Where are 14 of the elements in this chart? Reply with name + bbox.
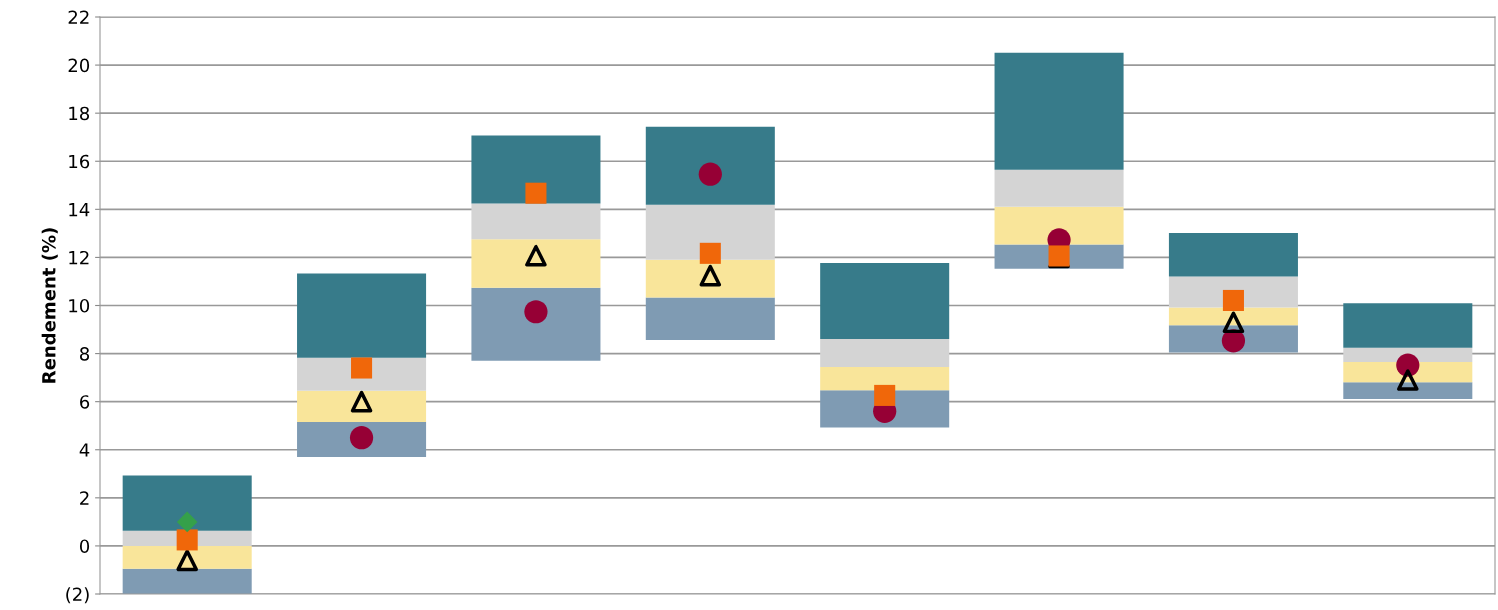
y-tick-label: 8	[80, 347, 90, 361]
y-tick-label: 2	[80, 491, 89, 505]
y-tick-label: 16	[69, 154, 90, 169]
y-tick-label: 12	[69, 250, 89, 265]
y-tick-label: 14	[69, 203, 90, 217]
y-tick-label: 20	[68, 58, 90, 73]
y-tick-label: 18	[69, 106, 90, 121]
y-axis-title: Rendement (%)	[41, 228, 58, 383]
y-tick-label: 22	[68, 10, 89, 24]
y-tick-label: 10	[69, 298, 90, 313]
y-tick-label: 4	[79, 443, 90, 457]
y-tick-label: 0	[79, 539, 90, 554]
y-tick-label: 6	[80, 395, 90, 409]
y-tick-label: (2)	[66, 587, 89, 604]
